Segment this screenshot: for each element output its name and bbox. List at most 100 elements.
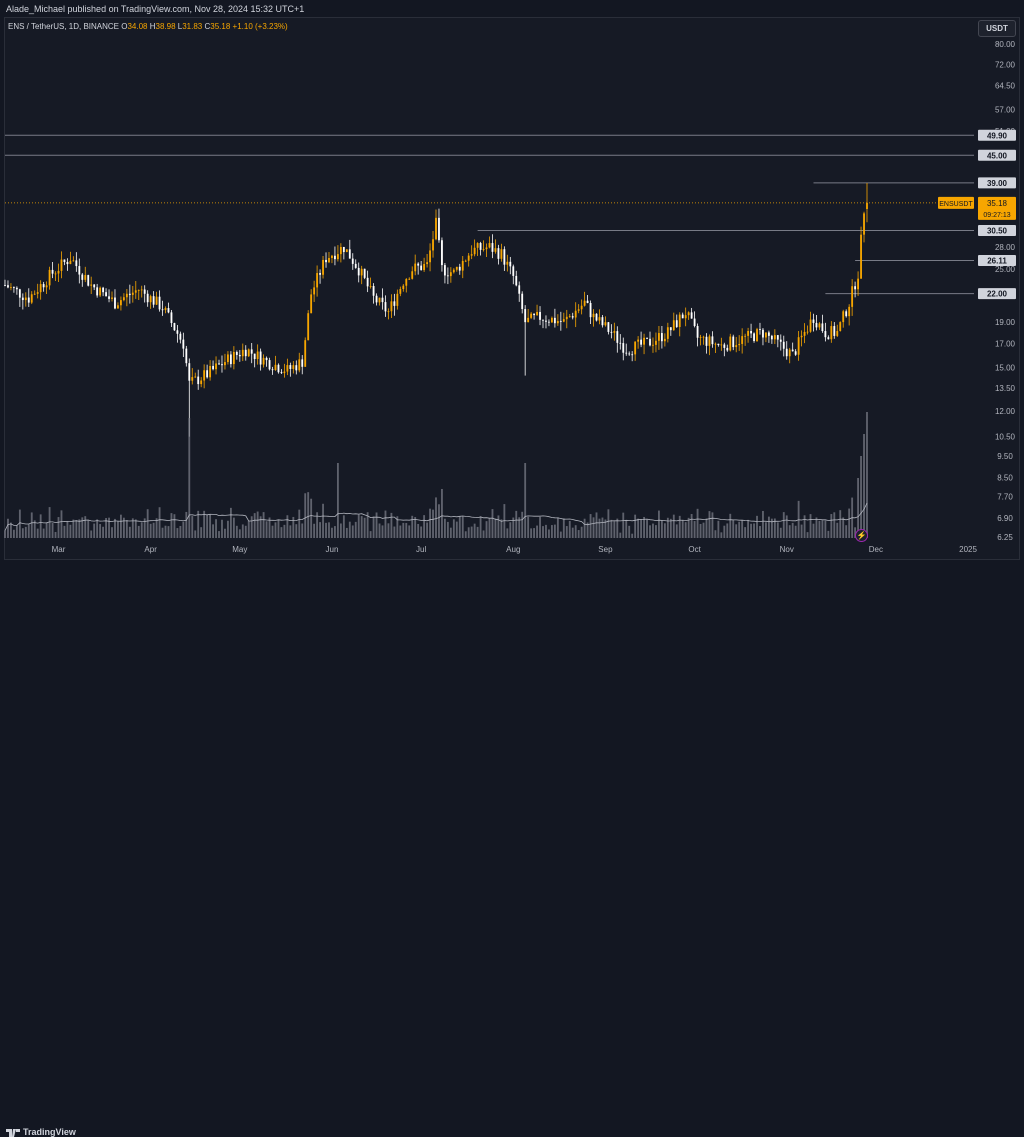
volume-bar <box>545 524 547 538</box>
candle-body <box>161 309 164 311</box>
volume-bar <box>779 527 782 538</box>
candle-body <box>203 370 206 381</box>
volume-bar <box>503 504 506 538</box>
volume-bar <box>765 522 767 538</box>
volume-bar <box>607 509 610 538</box>
candle-body <box>675 320 678 327</box>
symbol-legend: ENS / TetherUS, 1D, BINANCE O34.08 H38.9… <box>8 22 288 31</box>
volume-bar <box>866 412 868 538</box>
candle-body <box>274 364 277 371</box>
candle-body <box>610 331 613 333</box>
candle-body <box>806 331 809 333</box>
candle-body <box>438 217 440 241</box>
candle-body <box>134 290 137 293</box>
candle-body <box>818 323 821 328</box>
high-value: 38.98 <box>155 22 176 31</box>
candle-body <box>687 312 690 316</box>
candle-body <box>277 364 280 373</box>
candle-body <box>797 337 800 355</box>
volume-bar <box>167 526 170 538</box>
candle-body <box>295 365 298 371</box>
volume-bar <box>717 520 720 538</box>
candle-body <box>693 318 696 326</box>
currency-button[interactable]: USDT <box>978 20 1016 37</box>
candle-body <box>21 297 24 301</box>
volume-bar <box>512 517 515 538</box>
candle-body <box>114 297 116 309</box>
volume-bar <box>452 519 455 538</box>
price-chart[interactable]: 80.0072.0064.5057.0051.0028.0025.0019.00… <box>0 0 1024 581</box>
volume-bar <box>63 525 66 538</box>
volume-bar <box>354 521 357 538</box>
candle-body <box>660 333 663 342</box>
candle-body <box>75 260 78 267</box>
tradingview-logo[interactable]: TradingView <box>6 1127 76 1137</box>
candle-body <box>598 317 601 321</box>
candle-body <box>396 293 399 306</box>
volume-bar <box>117 521 119 538</box>
candle-body <box>357 267 360 276</box>
volume-bar <box>351 525 354 538</box>
candle-body <box>643 337 645 345</box>
candle-body <box>105 292 107 297</box>
volume-bar <box>589 514 592 538</box>
symbol-name: ENS / TetherUS, 1D, BINANCE <box>8 22 119 31</box>
volume-bar <box>197 510 200 538</box>
candle-body <box>545 320 547 322</box>
candle-body <box>628 353 631 355</box>
candle-body <box>762 329 764 338</box>
volume-bar <box>494 518 497 538</box>
candle-body <box>12 287 15 288</box>
candle-body <box>542 319 544 321</box>
y-tick-label: 10.50 <box>995 433 1016 442</box>
candle-body <box>244 349 247 357</box>
lightning-icon[interactable]: ⚡ <box>855 529 868 542</box>
volume-bar <box>559 531 562 538</box>
candle-body <box>140 289 143 291</box>
candle-body <box>550 317 553 323</box>
candle-body <box>375 295 378 303</box>
candle-body <box>637 339 640 342</box>
volume-bar <box>655 525 657 538</box>
candle-body <box>860 234 862 279</box>
volume-bar <box>776 522 779 538</box>
volume-bar <box>81 517 84 538</box>
candle-body <box>717 343 720 346</box>
volume-bar <box>741 520 744 538</box>
volume-bar <box>396 516 399 538</box>
candle-body <box>232 351 235 365</box>
volume-bar <box>631 533 634 538</box>
volume-bar <box>363 517 366 538</box>
volume-bar <box>408 525 411 538</box>
volume-bar <box>848 508 851 538</box>
candle-body <box>467 255 470 261</box>
volume-bar <box>658 510 660 538</box>
volume-bar <box>289 525 292 538</box>
volume-bar <box>24 526 27 538</box>
y-tick-label: 64.50 <box>995 82 1016 91</box>
candle-body <box>827 337 830 340</box>
candle-body <box>336 254 339 260</box>
symbol-tag <box>938 196 974 209</box>
chart-panel[interactable] <box>4 17 1020 560</box>
candle-body <box>485 247 488 250</box>
candle-body <box>423 264 426 271</box>
candle-body <box>57 270 60 274</box>
volume-bar <box>643 516 645 538</box>
candle-body <box>117 305 119 309</box>
volume-bar <box>729 513 732 538</box>
candle-body <box>473 247 476 255</box>
volume-bar <box>262 512 265 538</box>
candle-body <box>262 357 265 365</box>
candle-body <box>253 353 256 360</box>
volume-bar <box>756 515 758 538</box>
candle-body <box>60 259 63 271</box>
candle-body <box>170 312 173 324</box>
candle-body <box>658 333 660 341</box>
volume-bar <box>146 509 149 538</box>
level-price-label: 39.00 <box>987 179 1008 188</box>
volume-bar <box>179 525 182 538</box>
candle-body <box>221 364 223 366</box>
volume-bar <box>292 516 295 538</box>
volume-bar <box>390 512 393 538</box>
